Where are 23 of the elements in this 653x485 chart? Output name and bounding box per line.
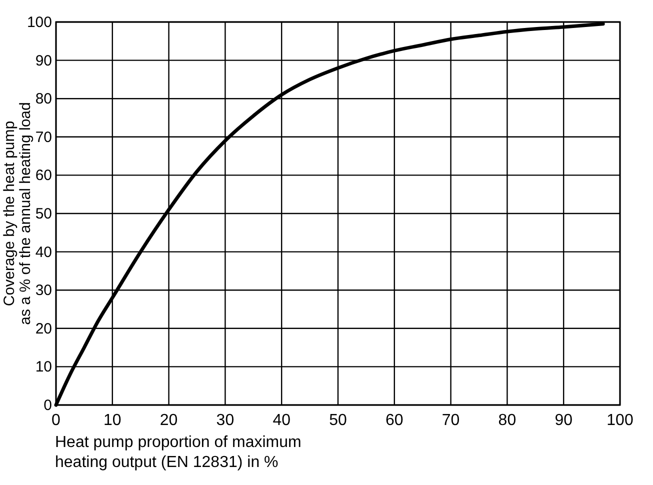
y-tick-label: 30 <box>35 282 52 300</box>
y-tick-label: 40 <box>35 244 52 261</box>
x-tick-label: 10 <box>104 412 122 429</box>
x-tick-label: 40 <box>272 412 291 429</box>
x-tick-label: 100 <box>606 412 634 429</box>
y-tick-label: 100 <box>26 14 52 31</box>
x-tick-label: 30 <box>216 412 234 429</box>
y-axis-title: Coverage by the heat pump as a % of the annual heating load <box>1 102 34 325</box>
x-tick-label: 20 <box>160 412 178 429</box>
x-tick-label: 50 <box>329 412 347 429</box>
y-tick-label: 60 <box>35 167 52 184</box>
x-tick-label: 90 <box>554 412 573 429</box>
y-tick-label: 50 <box>35 206 52 222</box>
y-tick-label: 80 <box>35 90 52 108</box>
x-tick-label: 80 <box>498 412 516 429</box>
y-tick-label: 70 <box>35 128 52 146</box>
x-axis-title: Heat pump proportion of maximum heating output (EN 12831) in % <box>55 434 302 471</box>
y-tick-label: 0 <box>44 397 52 414</box>
x-tick-label: 60 <box>386 412 404 429</box>
x-tick-label: 70 <box>442 412 460 429</box>
y-tick-label: 10 <box>35 358 52 376</box>
y-tick-label: 20 <box>35 320 52 338</box>
y-tick-label: 90 <box>35 52 52 70</box>
